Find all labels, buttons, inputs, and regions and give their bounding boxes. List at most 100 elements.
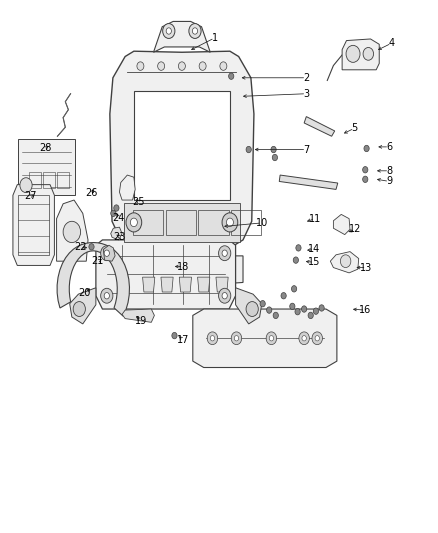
Circle shape bbox=[178, 62, 185, 70]
Circle shape bbox=[229, 73, 234, 79]
Circle shape bbox=[364, 146, 369, 152]
Circle shape bbox=[137, 62, 144, 70]
Bar bbox=[231, 209, 261, 235]
Circle shape bbox=[315, 336, 319, 341]
Text: 16: 16 bbox=[359, 305, 371, 315]
Circle shape bbox=[126, 213, 142, 232]
Circle shape bbox=[111, 210, 116, 216]
Circle shape bbox=[219, 246, 231, 261]
Text: 20: 20 bbox=[78, 288, 91, 298]
Text: 12: 12 bbox=[349, 224, 361, 235]
Circle shape bbox=[313, 308, 318, 314]
Bar bbox=[18, 139, 75, 195]
Circle shape bbox=[260, 301, 265, 307]
Text: 7: 7 bbox=[303, 144, 310, 155]
Circle shape bbox=[267, 307, 272, 313]
Polygon shape bbox=[103, 245, 115, 261]
Bar bbox=[124, 203, 240, 241]
Text: 5: 5 bbox=[351, 123, 357, 133]
Text: 15: 15 bbox=[308, 257, 320, 267]
Circle shape bbox=[293, 257, 298, 263]
Circle shape bbox=[273, 312, 279, 319]
Circle shape bbox=[302, 336, 306, 341]
Circle shape bbox=[312, 332, 322, 345]
Bar bbox=[57, 172, 69, 188]
Text: 13: 13 bbox=[360, 263, 373, 272]
Circle shape bbox=[363, 176, 368, 182]
Circle shape bbox=[166, 28, 171, 34]
Circle shape bbox=[234, 336, 239, 341]
Circle shape bbox=[162, 23, 175, 38]
Circle shape bbox=[114, 205, 119, 211]
Polygon shape bbox=[120, 175, 135, 200]
Text: 11: 11 bbox=[309, 214, 321, 224]
Text: 1: 1 bbox=[212, 33, 218, 43]
Polygon shape bbox=[96, 240, 236, 309]
Circle shape bbox=[363, 47, 374, 60]
Circle shape bbox=[291, 286, 297, 292]
Polygon shape bbox=[342, 39, 379, 70]
Circle shape bbox=[101, 288, 113, 303]
Circle shape bbox=[219, 288, 231, 303]
Circle shape bbox=[222, 293, 227, 299]
Bar bbox=[43, 172, 55, 188]
Circle shape bbox=[199, 62, 206, 70]
Text: 17: 17 bbox=[177, 335, 189, 345]
Circle shape bbox=[104, 293, 110, 299]
Circle shape bbox=[63, 221, 81, 243]
Circle shape bbox=[158, 62, 165, 70]
Text: 8: 8 bbox=[386, 166, 392, 176]
Circle shape bbox=[296, 245, 301, 251]
Polygon shape bbox=[333, 214, 350, 235]
Polygon shape bbox=[161, 277, 173, 292]
Circle shape bbox=[295, 309, 300, 315]
Circle shape bbox=[246, 147, 251, 153]
Circle shape bbox=[73, 302, 85, 317]
Circle shape bbox=[207, 332, 218, 345]
Polygon shape bbox=[193, 309, 337, 368]
Circle shape bbox=[281, 293, 286, 299]
Circle shape bbox=[319, 305, 324, 311]
Text: 6: 6 bbox=[386, 142, 392, 152]
Text: 27: 27 bbox=[24, 191, 37, 201]
Polygon shape bbox=[198, 277, 210, 292]
Text: 25: 25 bbox=[132, 197, 145, 207]
Circle shape bbox=[226, 218, 233, 227]
Circle shape bbox=[101, 246, 113, 261]
Circle shape bbox=[346, 45, 360, 62]
Polygon shape bbox=[70, 288, 96, 324]
Text: 22: 22 bbox=[74, 243, 86, 252]
Circle shape bbox=[131, 218, 138, 227]
Text: 2: 2 bbox=[303, 73, 310, 83]
Circle shape bbox=[340, 255, 351, 268]
Text: 10: 10 bbox=[256, 218, 268, 228]
Circle shape bbox=[231, 332, 242, 345]
Bar bbox=[166, 209, 196, 235]
Polygon shape bbox=[236, 288, 262, 324]
Circle shape bbox=[301, 306, 307, 312]
Circle shape bbox=[308, 312, 313, 319]
Polygon shape bbox=[57, 200, 88, 261]
Circle shape bbox=[20, 177, 32, 192]
Bar bbox=[29, 172, 41, 188]
Bar bbox=[133, 209, 163, 235]
Polygon shape bbox=[179, 277, 191, 292]
Circle shape bbox=[222, 250, 227, 256]
Polygon shape bbox=[216, 277, 228, 292]
Polygon shape bbox=[122, 309, 154, 322]
Polygon shape bbox=[279, 175, 338, 189]
Polygon shape bbox=[134, 91, 230, 200]
Text: 24: 24 bbox=[113, 213, 125, 223]
Circle shape bbox=[220, 62, 227, 70]
Text: 3: 3 bbox=[303, 88, 309, 99]
Circle shape bbox=[269, 336, 274, 341]
Circle shape bbox=[192, 28, 198, 34]
Polygon shape bbox=[153, 21, 210, 52]
Polygon shape bbox=[111, 227, 122, 240]
Polygon shape bbox=[143, 277, 155, 292]
Circle shape bbox=[272, 155, 278, 161]
Circle shape bbox=[290, 303, 295, 310]
Bar bbox=[18, 195, 49, 255]
Circle shape bbox=[271, 147, 276, 153]
Text: 23: 23 bbox=[113, 232, 126, 242]
